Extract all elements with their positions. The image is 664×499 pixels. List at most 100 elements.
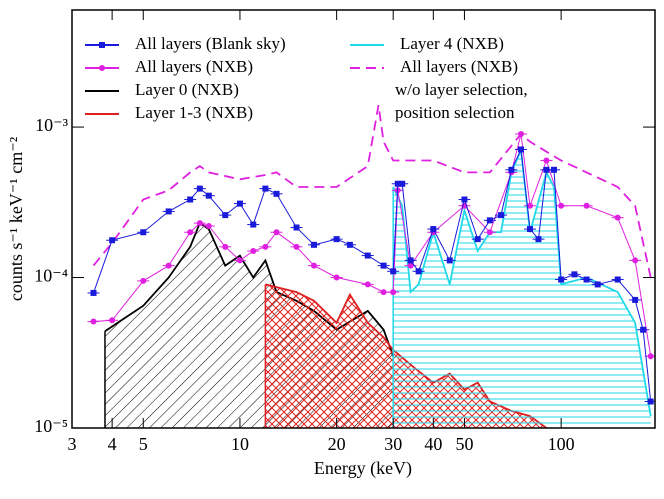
marker (273, 229, 280, 236)
marker (109, 237, 116, 244)
x-axis-label: Energy (keV) (314, 458, 412, 479)
x-tick-label: 10 (231, 434, 249, 454)
marker (222, 243, 229, 250)
marker (594, 281, 601, 288)
marker (399, 180, 406, 187)
legend-marker (99, 42, 105, 48)
marker (187, 196, 194, 203)
marker (614, 276, 621, 283)
hatched-area (393, 150, 651, 428)
frame (71, 9, 656, 429)
marker (558, 202, 565, 209)
marker (390, 268, 397, 275)
legend-label: Layer 4 (NXB) (400, 34, 504, 53)
marker (293, 243, 300, 250)
series-line (392, 146, 652, 417)
marker (205, 192, 212, 199)
marker (310, 262, 317, 269)
marker (205, 223, 212, 230)
legend-marker (99, 65, 105, 71)
marker (407, 262, 414, 269)
marker (486, 229, 493, 236)
marker (571, 271, 578, 278)
legend-label: All layers (NXB) (400, 57, 518, 76)
marker (236, 257, 243, 264)
marker (196, 185, 203, 192)
marker (508, 166, 515, 173)
x-tick-label: 3 (68, 434, 77, 454)
x-tick-label: 100 (548, 434, 575, 454)
marker (518, 146, 525, 153)
marker (109, 317, 116, 324)
marker (558, 276, 565, 283)
marker (236, 200, 243, 207)
marker (140, 229, 147, 236)
marker (380, 262, 387, 269)
marker (640, 326, 647, 333)
x-tick-label: 50 (455, 434, 473, 454)
marker (310, 241, 317, 248)
marker (380, 289, 387, 296)
y-tick-label: 10⁻³ (35, 115, 69, 135)
marker (527, 226, 534, 233)
marker (364, 281, 371, 288)
marker (583, 202, 590, 209)
marker (647, 353, 654, 360)
y-axis-label: counts s⁻¹ keV⁻¹ cm⁻² (6, 137, 26, 301)
marker (430, 226, 437, 233)
marker (446, 257, 453, 264)
x-tick-label: 20 (328, 434, 346, 454)
plot-area (87, 104, 655, 428)
marker (293, 224, 300, 231)
series-line (92, 104, 652, 278)
marker (415, 268, 422, 275)
marker (486, 217, 493, 224)
legend-label: Layer 0 (NXB) (135, 80, 239, 99)
marker (364, 252, 371, 259)
marker (632, 257, 639, 264)
marker (632, 296, 639, 303)
marker (407, 257, 414, 264)
y-tick-label: 10⁻⁴ (34, 266, 68, 286)
marker (222, 212, 229, 219)
marker (187, 229, 194, 236)
marker (518, 130, 525, 137)
marker (543, 157, 550, 164)
marker (262, 243, 269, 250)
marker (647, 398, 654, 405)
legend-label: Layer 1-3 (NXB) (135, 103, 253, 122)
marker (550, 166, 557, 173)
x-tick-label: 4 (108, 434, 117, 454)
marker (543, 166, 550, 173)
marker (461, 196, 468, 203)
y-tick-label: 10⁻⁵ (34, 416, 68, 436)
marker (250, 248, 257, 255)
legend-label: All layers (Blank sky) (135, 34, 286, 53)
marker (273, 190, 280, 197)
marker (390, 289, 397, 296)
x-tick-label: 5 (139, 434, 148, 454)
marker (90, 289, 97, 296)
x-tick-label: 40 (424, 434, 442, 454)
marker (614, 214, 621, 221)
legend-label: All layers (NXB) (135, 57, 253, 76)
marker (535, 236, 542, 243)
marker (165, 262, 172, 269)
marker (498, 212, 505, 219)
marker (262, 185, 269, 192)
legend-note: w/o layer selection, (395, 80, 528, 99)
legend-note: position selection (395, 103, 515, 122)
marker (165, 208, 172, 215)
marker (250, 221, 257, 228)
marker (196, 220, 203, 227)
marker (140, 277, 147, 284)
marker (333, 274, 340, 281)
marker (583, 276, 590, 283)
marker (474, 236, 481, 243)
marker (90, 318, 97, 325)
x-tick-label: 30 (384, 434, 402, 454)
marker (346, 241, 353, 248)
marker (527, 202, 534, 209)
